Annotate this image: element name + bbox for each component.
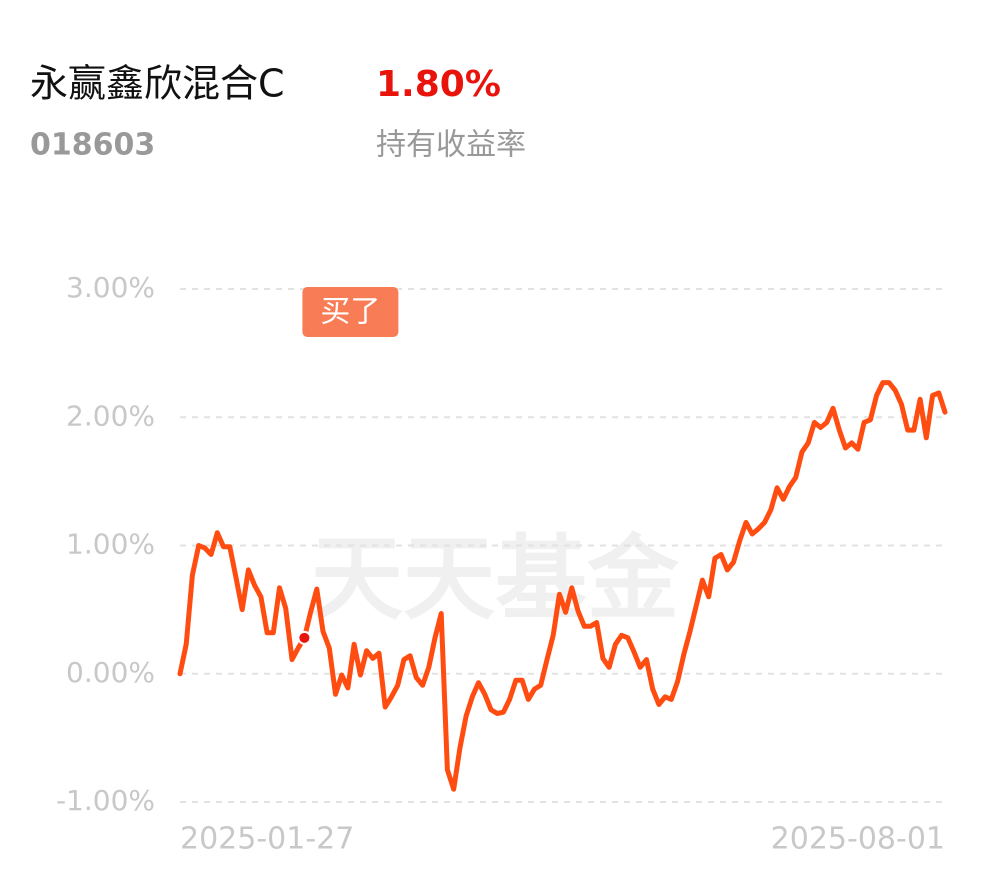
x-tick-label: 2025-01-27: [180, 822, 354, 857]
buy-point: [297, 630, 312, 645]
y-tick-label: 1.00%: [66, 528, 155, 561]
y-tick-label: -1.00%: [56, 784, 155, 817]
y-tick-label: 0.00%: [66, 656, 155, 689]
line-series: [177, 380, 948, 792]
fund-title: 永赢鑫欣混合C: [30, 62, 285, 106]
buy-label: 买了: [320, 295, 380, 330]
x-tick-label: 2025-08-01: [771, 822, 945, 857]
fund-code: 018603: [30, 128, 155, 163]
watermark: 天天基金: [311, 525, 680, 632]
buy-badge: [302, 287, 399, 337]
return-value: 1.80%: [376, 64, 501, 105]
y-tick-label: 2.00%: [66, 399, 155, 432]
return-label: 持有收益率: [376, 128, 526, 163]
y-tick-label: 3.00%: [66, 271, 155, 304]
